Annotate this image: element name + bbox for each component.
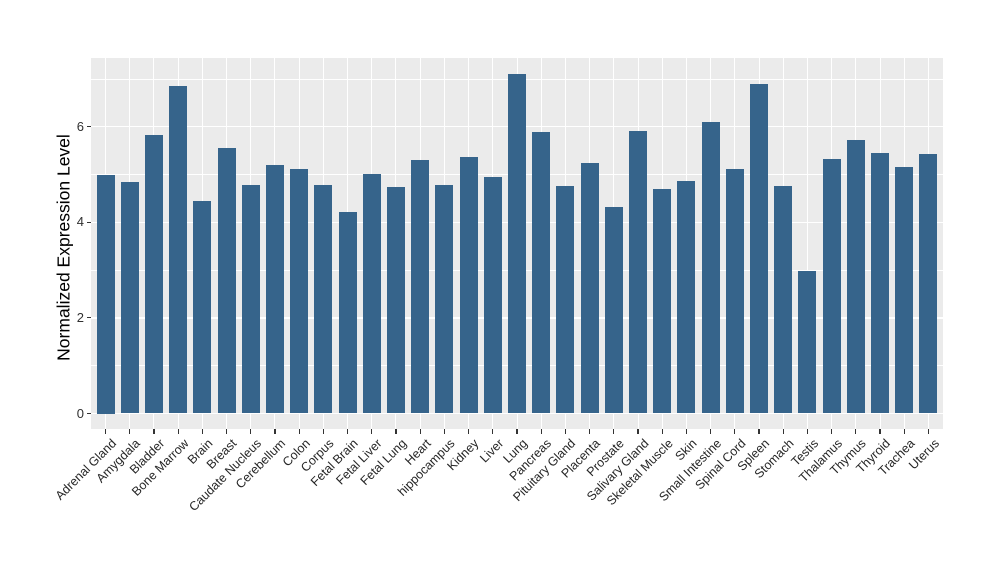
y-tick-mark (86, 221, 91, 223)
bar-adrenal-gland (96, 174, 115, 414)
x-tick-mark (395, 429, 397, 434)
x-tick-mark (782, 429, 784, 434)
y-tick-mark (86, 317, 91, 319)
bar-fetal-lung (386, 186, 405, 414)
bar-corpus (314, 184, 333, 414)
x-tick-mark (879, 429, 881, 434)
bar-bladder (144, 134, 163, 414)
x-tick-mark (637, 429, 639, 434)
x-tick-mark (419, 429, 421, 434)
y-tick-label: 2 (76, 309, 84, 325)
bar-lung (508, 74, 526, 414)
x-tick-mark (467, 429, 470, 434)
bar-salivary-gland (629, 131, 648, 414)
x-tick-mark (855, 429, 857, 434)
bar-thalamus (822, 159, 841, 414)
bar-thyroid (871, 152, 890, 414)
bar-skeletal-muscle (653, 189, 672, 414)
x-tick-mark (274, 429, 276, 434)
x-tick-mark (516, 429, 518, 434)
x-tick-mark (613, 429, 615, 434)
x-tick-mark (346, 429, 349, 434)
bar-thymus (846, 139, 865, 414)
bar-uterus (919, 153, 938, 414)
bar-trachea (895, 166, 914, 414)
x-tick-mark (225, 429, 228, 434)
x-tick-mark (758, 429, 760, 434)
bar-placenta (580, 163, 599, 414)
bar-prostate (604, 207, 623, 414)
x-tick-mark (589, 429, 591, 434)
y-axis-title: Normalized Expression Level (53, 134, 74, 361)
bar-kidney (459, 157, 478, 414)
bar-liver (483, 176, 502, 414)
x-tick-mark (734, 429, 736, 434)
x-tick-mark (298, 429, 300, 434)
x-tick-mark (129, 429, 131, 434)
bar-pancreas (532, 132, 551, 414)
bar-amygdala (120, 181, 139, 414)
bar-spinal-cord (725, 169, 744, 414)
x-tick-label: Liver (476, 435, 506, 465)
bar-heart (411, 160, 430, 414)
x-tick-mark (492, 429, 494, 434)
x-tick-mark (177, 429, 179, 434)
x-tick-mark (104, 429, 107, 434)
y-tick-label: 4 (76, 214, 84, 230)
gridline-major (91, 412, 943, 415)
bar-colon (290, 169, 309, 414)
bar-caudate-nucleus (241, 185, 260, 414)
bar-pituitary-gland (556, 186, 575, 414)
y-tick-mark (86, 126, 91, 128)
x-tick-mark (322, 429, 324, 434)
bar-stomach (774, 186, 793, 414)
x-tick-mark (927, 429, 930, 434)
bar-cerebellum (265, 164, 284, 414)
x-tick-mark (685, 429, 688, 434)
x-tick-mark (540, 429, 542, 434)
bar-spleen (750, 84, 769, 414)
x-tick-mark (201, 429, 203, 434)
x-tick-mark (371, 429, 373, 434)
y-tick-label: 6 (76, 118, 84, 134)
x-tick-mark (831, 429, 833, 434)
x-tick-mark (661, 429, 663, 434)
bar-fetal-liver (362, 174, 381, 414)
bar-small-intestine (701, 121, 720, 414)
x-tick-mark (710, 429, 712, 434)
x-tick-mark (564, 429, 566, 434)
x-tick-mark (443, 429, 445, 434)
bar-skin (677, 181, 696, 414)
x-tick-mark (903, 429, 905, 434)
y-tick-mark (86, 412, 91, 415)
y-tick-label: 0 (76, 405, 84, 421)
x-tick-mark (806, 429, 809, 434)
x-tick-mark (250, 429, 252, 434)
bar-breast (217, 147, 236, 414)
gridline-vertical (806, 58, 808, 430)
x-tick-mark (153, 429, 155, 434)
bar-fetal-brain (338, 211, 357, 414)
bar-brain (193, 200, 212, 414)
bar-bone-marrow (169, 86, 188, 414)
bar-hippocampus (435, 185, 454, 414)
bar-testis (798, 270, 817, 414)
